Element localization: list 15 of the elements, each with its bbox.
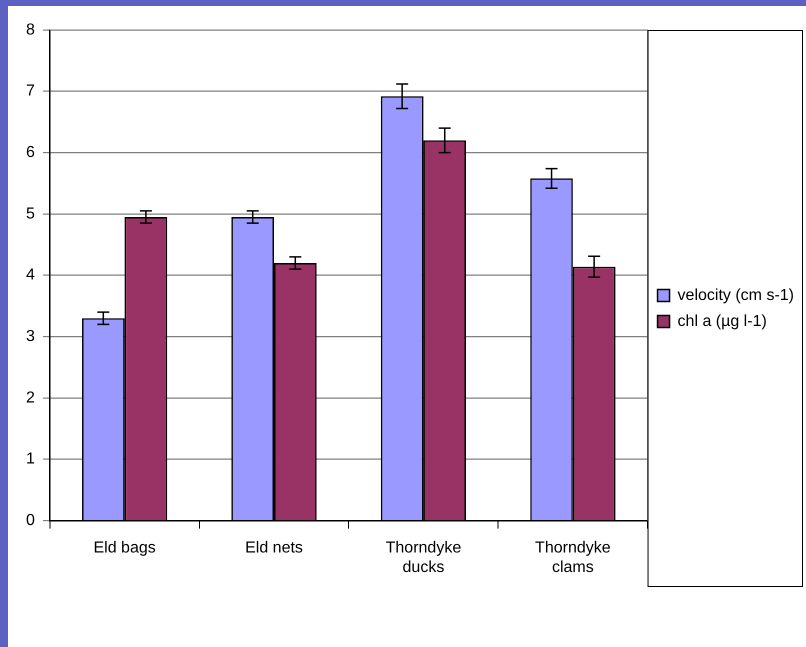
y-tick-label: 2 <box>26 389 35 406</box>
x-tick-label: Eld bags <box>93 540 156 557</box>
y-tick-label: 0 <box>26 512 35 530</box>
y-tick-label: 7 <box>26 82 35 100</box>
y-tick-label: 5 <box>26 205 35 222</box>
x-tick-label: Thorndyke clams <box>535 540 611 576</box>
legend-label: velocity (cm s-1) <box>678 286 794 304</box>
y-tick-label: 8 <box>26 21 35 38</box>
y-tick-label: 3 <box>26 328 35 346</box>
y-tick-label: 6 <box>26 144 35 162</box>
x-tick-label: Thorndyke ducks <box>386 540 462 576</box>
y-tick-label: 4 <box>26 266 35 284</box>
y-tick-label: 1 <box>26 450 35 468</box>
x-tick-label: Eld nets <box>245 540 303 557</box>
legend-label: chl a (µg l-1) <box>678 312 767 330</box>
